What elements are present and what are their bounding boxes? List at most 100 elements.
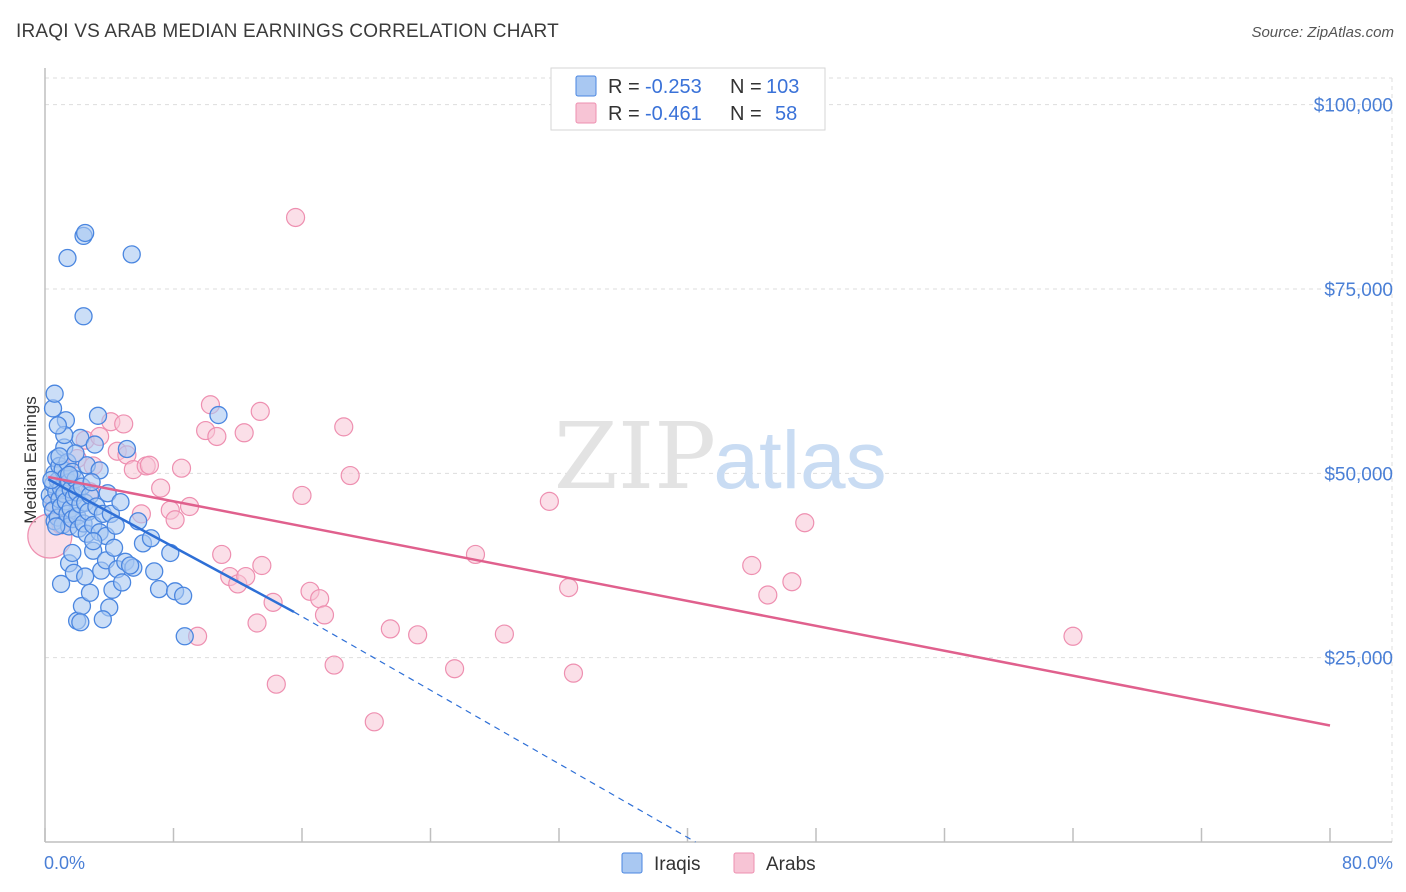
arabs-point: [742, 555, 762, 576]
arabs-point: [1063, 626, 1083, 646]
legend-r-value-arabs: -0.461: [645, 103, 702, 125]
x-tick-label-max: 80.0%: [1342, 853, 1393, 873]
bottom-legend-label-iraqis: Iraqis: [654, 854, 700, 875]
iraqis-point: [45, 384, 64, 403]
x-tick-labels: 0.0% 80.0%: [44, 853, 1393, 873]
iraqis-point: [88, 406, 108, 425]
arabs-point: [151, 478, 171, 498]
arabs-point: [234, 423, 254, 443]
watermark-atlas: atlas: [713, 415, 886, 506]
arabs-point: [380, 619, 400, 639]
iraqis-point: [80, 583, 100, 602]
bottom-legend-label-arabs: Arabs: [766, 854, 816, 875]
arabs-point: [114, 414, 134, 434]
iraqis-point: [58, 248, 77, 268]
iraqis-point: [66, 444, 85, 463]
arabs-point: [559, 578, 579, 598]
trend-lines: [47, 475, 1331, 843]
iraqis-point: [104, 538, 124, 557]
arabs-point: [324, 655, 344, 675]
iraqis-point: [173, 586, 193, 605]
arabs-point: [364, 712, 384, 732]
arabs-point: [252, 555, 272, 576]
arabs-point: [310, 589, 330, 609]
arabs-point: [408, 625, 428, 645]
y-tick-label-1: $50,000: [1324, 464, 1393, 485]
source-credit: Source: ZipAtlas.com: [1251, 24, 1394, 41]
arabs-point: [444, 659, 465, 679]
iraqis-point: [50, 447, 69, 466]
iraqis-trendline-extension: [293, 611, 696, 843]
iraqis-points: [40, 223, 228, 646]
arabs-point: [494, 624, 514, 644]
legend-n-value-iraqis: 103: [766, 76, 799, 98]
iraqis-point: [175, 627, 194, 646]
iraqis-point: [47, 517, 66, 536]
arabs-point: [539, 491, 559, 511]
iraqis-point: [71, 613, 90, 632]
iraqis-point: [51, 574, 71, 594]
legend-r-label-arabs: R =: [608, 103, 640, 125]
iraqis-point: [76, 223, 95, 243]
arabs-point: [334, 417, 354, 437]
zipatlas-watermark: ZIP atlas: [554, 403, 887, 510]
legend-r-label-iraqis: R =: [608, 76, 640, 98]
arabs-point: [165, 510, 185, 530]
arabs-point: [782, 572, 802, 592]
iraqis-point: [122, 245, 141, 264]
axes: [44, 68, 1392, 843]
y-axis-label: Median Earnings: [21, 396, 40, 524]
legend-n-value-arabs: 58: [775, 103, 797, 125]
series-legend: Iraqis Arabs: [621, 852, 816, 875]
y-tick-labels: $25,000 $50,000 $75,000 $100,000: [1314, 96, 1393, 670]
arabs-point: [340, 465, 360, 486]
iraqis-point: [117, 439, 137, 459]
iraqis-point: [209, 405, 228, 425]
legend-box: [550, 67, 826, 131]
arabs-point: [266, 674, 286, 694]
iraqis-point: [93, 610, 112, 629]
correlation-legend: R = -0.253 N = 103 R = -0.461 N = 58: [550, 67, 826, 131]
iraqis-point: [120, 556, 140, 575]
iraqis-trendline: [47, 478, 295, 614]
watermark-zip: ZIP: [554, 403, 716, 510]
legend-n-label-arabs: N =: [730, 103, 762, 125]
iraqis-point: [111, 492, 130, 512]
arabs-point: [171, 458, 192, 478]
iraqis-point: [145, 562, 164, 581]
legend-n-label-iraqis: N =: [730, 76, 762, 98]
y-tick-label-2: $75,000: [1324, 280, 1393, 301]
iraqis-point: [82, 473, 101, 492]
iraqis-point: [149, 579, 169, 599]
legend-swatch-iraqis: [575, 75, 597, 97]
iraqis-point: [63, 543, 82, 563]
arabs-point: [563, 663, 584, 683]
legend-swatch-arabs: [575, 102, 597, 124]
iraqis-point: [74, 307, 93, 326]
arabs-point: [285, 207, 306, 228]
iraqis-point: [76, 567, 95, 586]
y-tick-label-3: $100,000: [1314, 96, 1393, 117]
arabs-point: [292, 485, 312, 506]
bottom-legend-swatch-iraqis: [621, 852, 643, 874]
arabs-point: [314, 605, 335, 625]
arabs-point: [247, 613, 267, 633]
arabs-point: [207, 426, 227, 447]
arabs-point: [795, 513, 815, 533]
iraqis-point: [84, 532, 103, 551]
iraqis-point: [106, 516, 125, 535]
arabs-point: [250, 401, 270, 421]
arabs-point: [139, 455, 160, 475]
iraqis-point: [48, 416, 67, 435]
arabs-trendline: [47, 475, 1331, 727]
arabs-point: [758, 585, 778, 605]
bottom-legend-swatch-arabs: [733, 852, 755, 874]
arabs-point: [212, 544, 232, 565]
x-tick-label-min: 0.0%: [44, 853, 85, 873]
y-tick-label-0: $25,000: [1324, 649, 1393, 670]
legend-r-value-iraqis: -0.253: [645, 76, 702, 98]
arabs-points: [27, 207, 1083, 732]
iraqis-point: [112, 573, 132, 592]
iraqis-point: [85, 435, 104, 454]
